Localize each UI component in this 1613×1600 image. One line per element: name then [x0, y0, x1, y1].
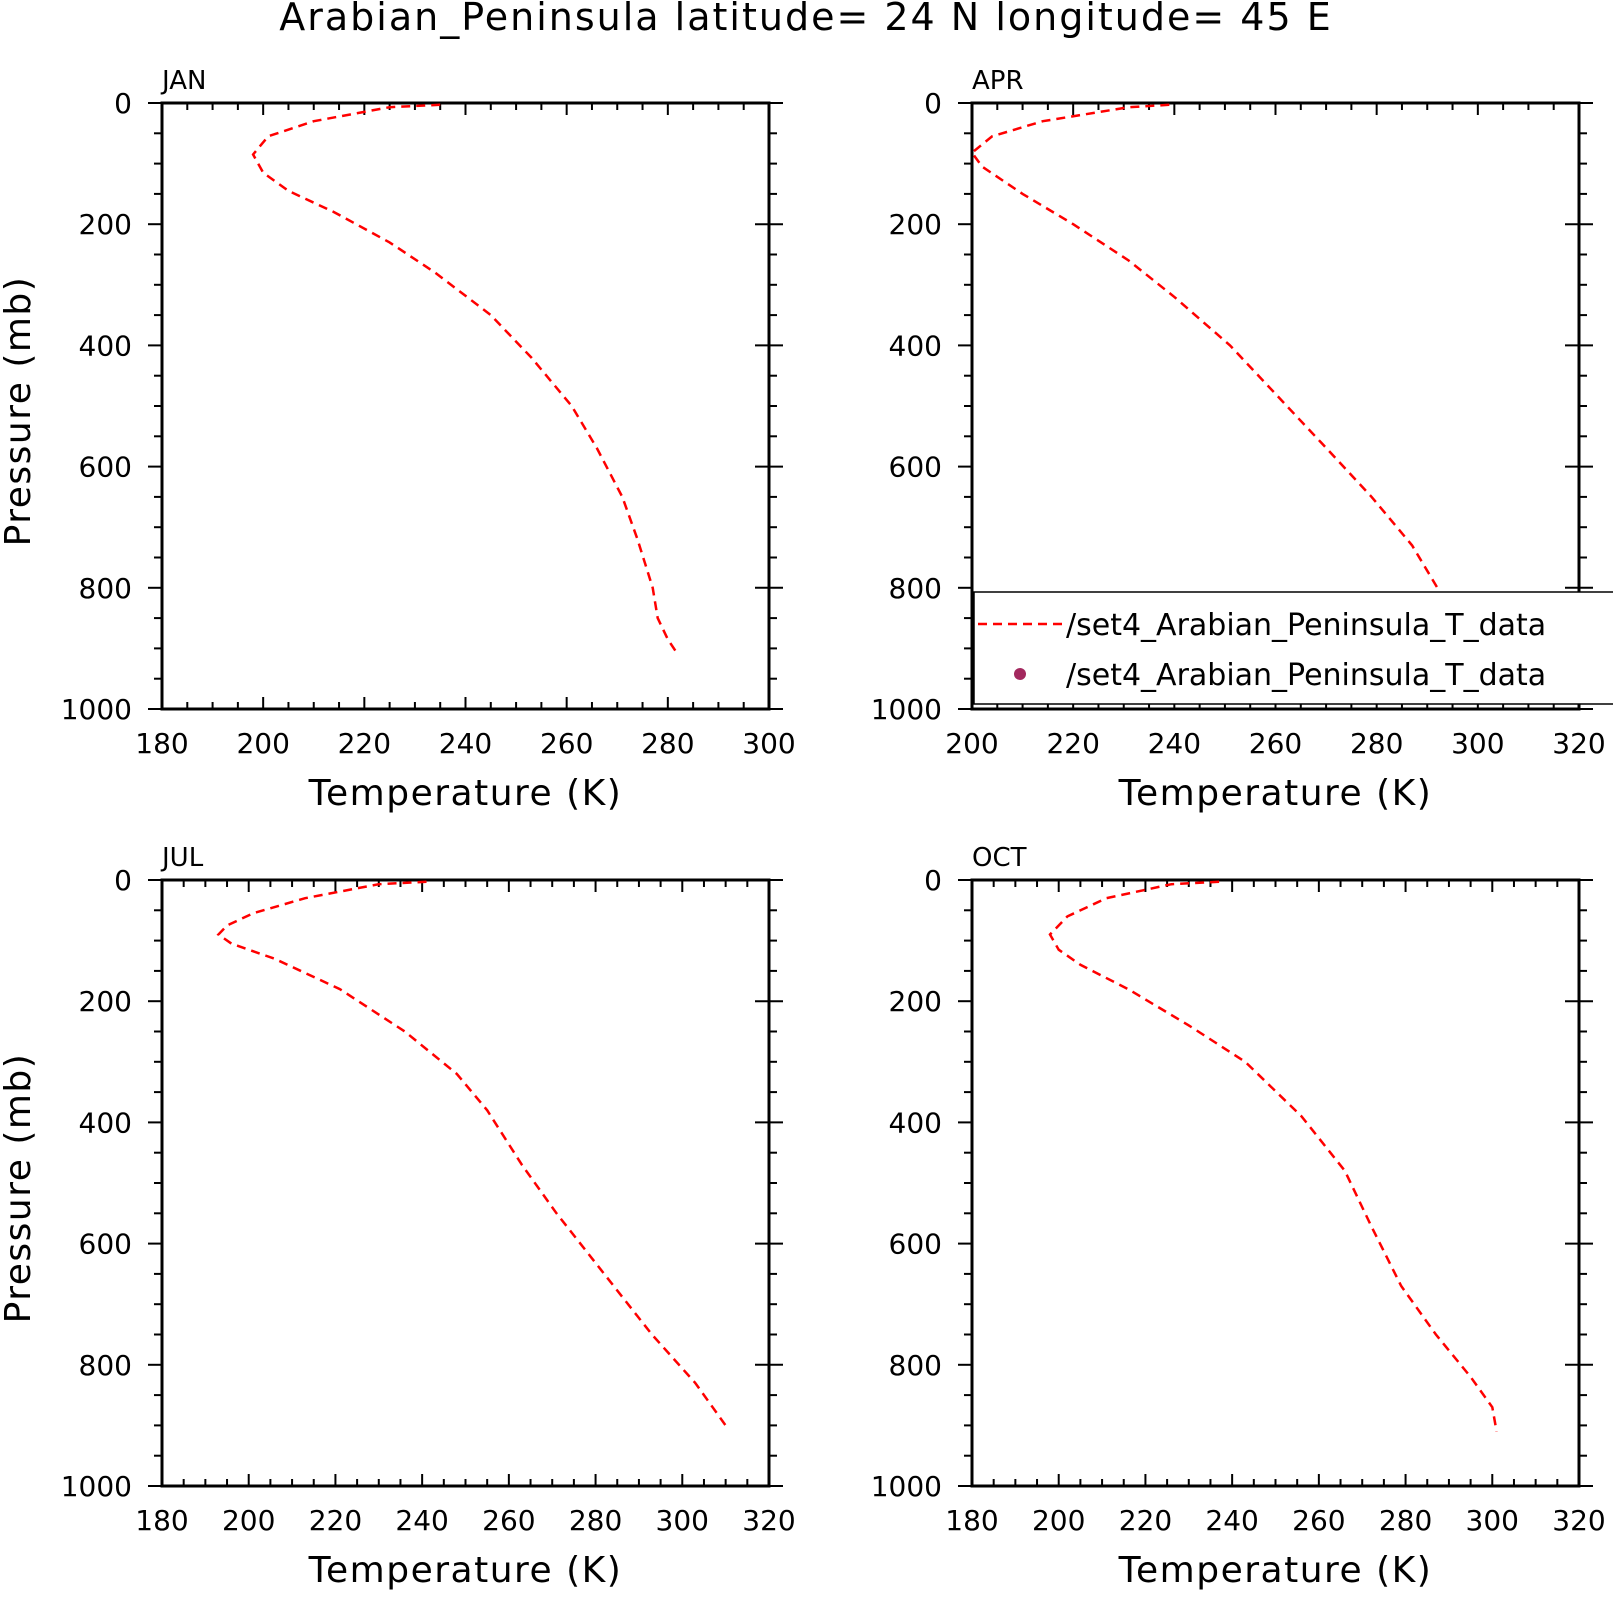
x-tick-label: 280 — [1379, 1504, 1432, 1537]
x-tick-label: 260 — [482, 1504, 535, 1537]
y-tick-label: 200 — [889, 985, 942, 1018]
x-tick-label: 240 — [439, 727, 492, 760]
y-tick-label: 800 — [889, 1349, 942, 1382]
y-tick-label: 800 — [889, 572, 942, 605]
y-tick-label: 0 — [114, 864, 132, 897]
x-tick-label: 220 — [1119, 1504, 1172, 1537]
x-tick-label: 200 — [222, 1504, 275, 1537]
x-tick-label: 200 — [236, 727, 289, 760]
chart-panel-jul: 180 200 220 240 260 280 300 320 0 200 400 600 800 100… — [0, 843, 796, 1591]
panel-label: JAN — [160, 66, 206, 96]
y-tick-label: 600 — [79, 1228, 132, 1261]
x-tick-label: 300 — [1466, 1504, 1519, 1537]
y-axis-title: Pressure (mb) — [0, 276, 39, 547]
y-tick-label: 1000 — [61, 1470, 132, 1503]
panel-label: JUL — [160, 843, 204, 873]
x-tick-label: 240 — [1205, 1504, 1258, 1537]
y-tick-label: 600 — [79, 451, 132, 484]
y-tick-label: 1000 — [871, 1470, 942, 1503]
x-tick-label: 280 — [641, 727, 694, 760]
x-tick-label: 300 — [656, 1504, 709, 1537]
x-tick-label: 220 — [338, 727, 391, 760]
panel-label: OCT — [972, 843, 1027, 873]
y-tick-label: 400 — [889, 329, 942, 362]
x-tick-label: 240 — [395, 1504, 448, 1537]
x-tick-label: 300 — [1451, 727, 1504, 760]
x-tick-label: 300 — [742, 727, 795, 760]
y-tick-label: 400 — [79, 1106, 132, 1139]
y-tick-label: 600 — [889, 1228, 942, 1261]
x-tick-label: 220 — [1046, 727, 1099, 760]
x-tick-label: 200 — [945, 727, 998, 760]
x-tick-label: 320 — [1552, 727, 1605, 760]
temperature-profile-line — [251, 103, 679, 656]
x-axis-title: Temperature (K) — [308, 773, 623, 814]
x-tick-label: 220 — [309, 1504, 362, 1537]
x-tick-label: 320 — [1552, 1504, 1605, 1537]
y-tick-label: 200 — [889, 208, 942, 241]
x-tick-label: 240 — [1148, 727, 1201, 760]
figure-title: Arabian_Peninsula latitude= 24 N longitu… — [279, 0, 1332, 39]
legend-label: /set4_Arabian_Peninsula_T_data — [1066, 658, 1546, 693]
y-tick-label: 200 — [79, 208, 132, 241]
legend-dot-swatch — [1014, 668, 1026, 680]
panel-label: APR — [972, 66, 1024, 96]
x-tick-label: 260 — [540, 727, 593, 760]
y-tick-label: 0 — [114, 87, 132, 120]
x-tick-label: 180 — [135, 727, 188, 760]
x-axis-title: Temperature (K) — [1118, 1550, 1433, 1591]
y-tick-label: 1000 — [61, 693, 132, 726]
y-tick-label: 1000 — [871, 693, 942, 726]
y-tick-label: 0 — [924, 87, 942, 120]
x-tick-label: 200 — [1032, 1504, 1085, 1537]
y-tick-label: 800 — [79, 572, 132, 605]
x-tick-label: 180 — [135, 1504, 188, 1537]
panels: 180 200 220 240 260 280 300 0 200 400 600 800 1000 JA… — [0, 66, 1606, 1591]
legend-label: /set4_Arabian_Peninsula_T_data — [1066, 608, 1546, 643]
y-tick-label: 400 — [79, 329, 132, 362]
y-tick-label: 800 — [79, 1349, 132, 1382]
y-tick-label: 0 — [924, 864, 942, 897]
temperature-profile-line — [1048, 880, 1498, 1432]
y-tick-label: 400 — [889, 1106, 942, 1139]
x-tick-label: 260 — [1292, 1504, 1345, 1537]
x-axis-title: Temperature (K) — [308, 1550, 623, 1591]
chart-panel-oct: 180 200 220 240 260 280 300 320 0 200 400 600 800 100… — [871, 843, 1606, 1591]
x-tick-label: 260 — [1249, 727, 1302, 760]
temperature-profile-line — [972, 103, 1469, 647]
y-tick-label: 600 — [889, 451, 942, 484]
chart-panel-jan: 180 200 220 240 260 280 300 0 200 400 600 800 1000 JA… — [0, 66, 796, 814]
x-axis-title: Temperature (K) — [1118, 773, 1433, 814]
y-axis-title: Pressure (mb) — [0, 1053, 39, 1324]
x-tick-label: 280 — [1350, 727, 1403, 760]
legend-box — [973, 591, 1613, 705]
x-tick-label: 280 — [569, 1504, 622, 1537]
x-tick-label: 320 — [742, 1504, 795, 1537]
legend: /set4_Arabian_Peninsula_T_data/set4_Arab… — [973, 591, 1613, 705]
x-tick-label: 180 — [945, 1504, 998, 1537]
y-tick-label: 200 — [79, 985, 132, 1018]
